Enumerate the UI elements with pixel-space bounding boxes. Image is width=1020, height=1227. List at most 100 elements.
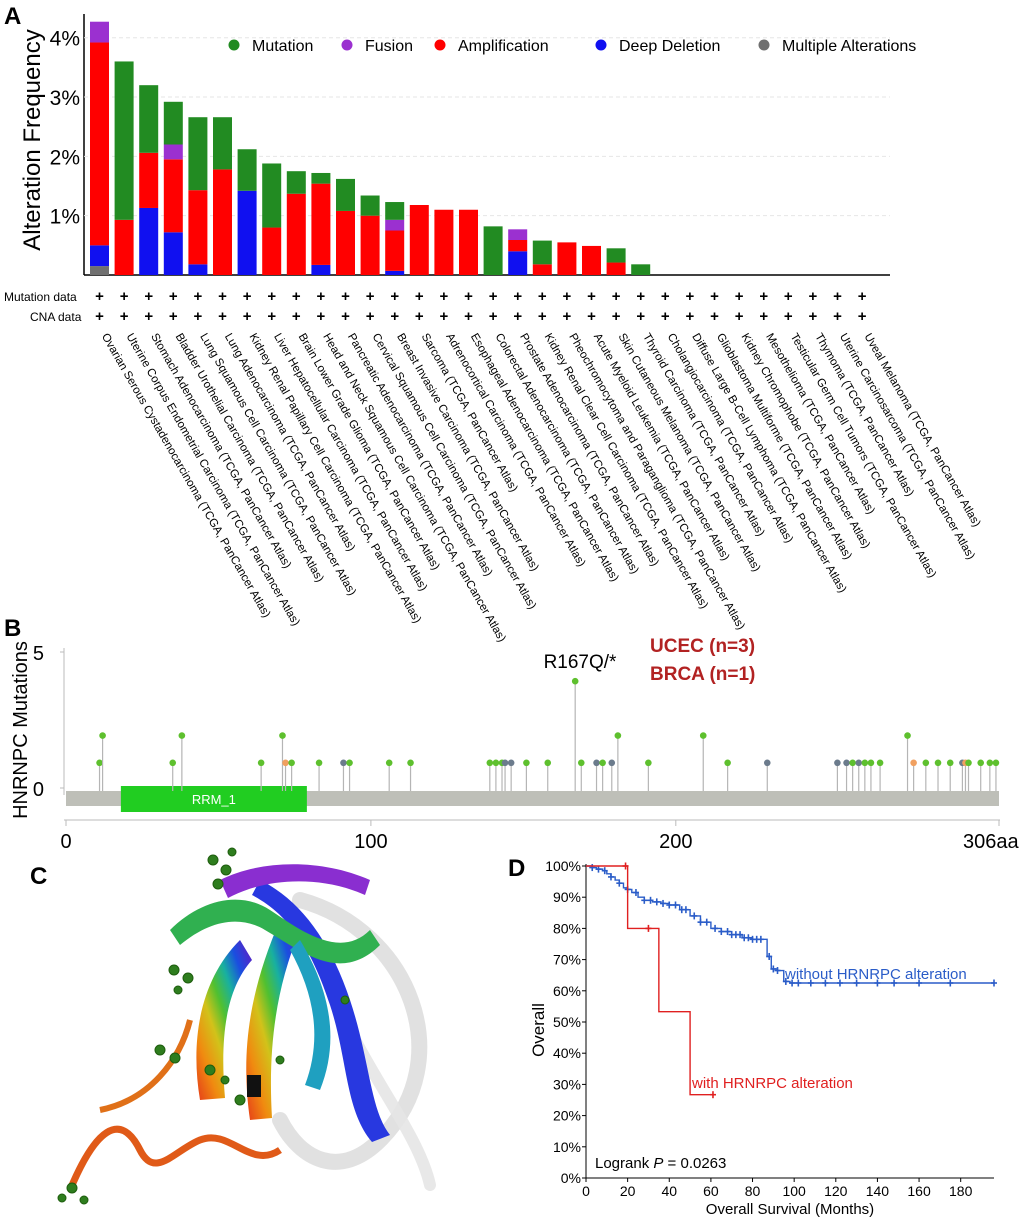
lollipop-head — [843, 759, 850, 767]
a-bar-mutation — [114, 61, 134, 220]
d-y-tick-label: 30% — [553, 1076, 581, 1092]
lollipop-head — [507, 759, 515, 767]
a-row-marker-cna: + — [612, 308, 621, 325]
a-bar-deep_deletion — [508, 251, 528, 275]
a-row-marker-mutation: + — [686, 288, 695, 305]
a-bar-fusion — [508, 229, 528, 241]
lollipop-head — [169, 759, 177, 767]
beta-strand-4 — [170, 899, 380, 964]
d-y-tick-label: 0% — [561, 1170, 581, 1186]
mutation-site-marker — [247, 1075, 261, 1097]
a-row-marker-cna: + — [292, 308, 301, 325]
rrm-domain — [120, 786, 307, 812]
d-y-tick-label: 40% — [553, 1045, 581, 1061]
a-row-marker-cna: + — [390, 308, 399, 325]
a-row-marker-cna: + — [95, 308, 104, 325]
a-row-marker-mutation: + — [292, 288, 301, 305]
a-row-marker-mutation: + — [858, 288, 867, 305]
a-bar-fusion — [163, 144, 183, 160]
a-row-marker-mutation: + — [194, 288, 203, 305]
a-row-marker-mutation: + — [538, 288, 547, 305]
a-row-marker-cna: + — [636, 308, 645, 325]
a-bar-amplification — [286, 193, 306, 275]
d-y-tick-label: 60% — [553, 983, 581, 999]
d-x-tick-label: 180 — [949, 1183, 973, 1199]
d-y-tick-label: 100% — [545, 858, 581, 874]
km-line-km_red — [586, 865, 713, 1096]
a-row-marker-cna: + — [120, 308, 129, 325]
a-row-marker-mutation: + — [809, 288, 818, 305]
b-x-tick-label: 0 — [60, 831, 71, 853]
lollipop-head — [577, 759, 585, 767]
beta-strand-2 — [246, 920, 300, 1120]
a-row-marker-cna: + — [169, 308, 178, 325]
a-row-marker-mutation: + — [636, 288, 645, 305]
a-bar-amplification — [163, 159, 183, 233]
panel-d-km-plot: Overall 0% 10% 20% 30% 40% 50% 60% 70% 80% 90% 100… — [529, 858, 997, 1218]
coil-segment — [99, 1019, 193, 1113]
a-bar-deep_deletion — [188, 264, 208, 275]
a-bar-mutation — [311, 172, 331, 184]
a-row-label-cna-data: CNA data — [30, 310, 82, 324]
lollipop-head — [986, 759, 994, 767]
a-row-marker-mutation: + — [95, 288, 104, 305]
a-bar-mutation — [213, 117, 232, 170]
d-y-tick-label: 80% — [553, 920, 581, 936]
a-bar-mutation — [237, 149, 257, 191]
a-bar-amplification — [508, 240, 528, 252]
a-bar-mutation — [483, 226, 503, 275]
rrm-domain-label: RRM_1 — [192, 792, 236, 807]
a-legend-marker-deep_deletion — [595, 39, 607, 51]
a-legend-label-deep_deletion: Deep Deletion — [619, 38, 720, 55]
a-legend-marker-multiple — [758, 39, 770, 51]
a-row-marker-cna: + — [759, 308, 768, 325]
a-bar-mutation — [532, 240, 552, 265]
panel-label-a: A — [4, 3, 21, 30]
lollipop-head — [946, 759, 954, 767]
a-row-marker-cna: + — [809, 308, 818, 325]
lollipop-head — [910, 759, 917, 767]
lollipop-head — [486, 759, 494, 767]
side-chain-atoms — [57, 847, 350, 1205]
lollipop-head — [407, 759, 414, 767]
a-bar-amplification — [606, 262, 626, 275]
a-row-marker-cna: + — [686, 308, 695, 325]
lollipop-head — [544, 759, 552, 767]
d-y-tick-label: 20% — [553, 1108, 581, 1124]
lollipop-head — [340, 759, 347, 767]
a-bar-deep_deletion — [311, 264, 331, 275]
a-row-marker-mutation: + — [169, 288, 178, 305]
lollipop-head — [608, 759, 616, 767]
a-row-marker-cna: + — [710, 308, 719, 325]
lollipop-head — [904, 732, 911, 739]
legend-without-alteration: without HRNRPC alteration — [784, 966, 967, 983]
a-row-marker-mutation: + — [759, 288, 768, 305]
a-legend-marker-mutation — [228, 39, 240, 51]
panel-label-b: B — [4, 615, 21, 642]
a-bar-amplification — [557, 242, 577, 275]
annotation-ucec: UCEC (n=3) — [650, 636, 755, 657]
d-y-tick-label: 70% — [553, 952, 581, 968]
a-row-marker-cna: + — [538, 308, 547, 325]
hotspot-label: R167Q/* — [544, 652, 617, 673]
lollipop-head — [849, 759, 856, 767]
lollipop-head — [571, 677, 579, 685]
a-bar-mutation — [336, 178, 355, 211]
a-row-marker-mutation: + — [833, 288, 842, 305]
lollipop-head — [96, 759, 103, 767]
lollipop-head — [315, 759, 323, 767]
a-bar-multiple — [90, 266, 109, 275]
a-bar-amplification — [434, 209, 454, 275]
beta-strand-3 — [252, 880, 390, 1142]
panel-c-protein-structure — [57, 847, 436, 1205]
b-x-tick-label: 100 — [354, 831, 387, 853]
beta-strand-1 — [196, 940, 252, 1100]
d-y-tick-label: 90% — [553, 889, 581, 905]
lollipop-head — [724, 759, 731, 767]
lollipop-head — [699, 732, 707, 739]
d-x-tick-label: 60 — [703, 1183, 719, 1199]
lollipop-head — [876, 759, 884, 767]
a-row-marker-cna: + — [341, 308, 350, 325]
a-y-tick-label: 1% — [50, 206, 80, 229]
